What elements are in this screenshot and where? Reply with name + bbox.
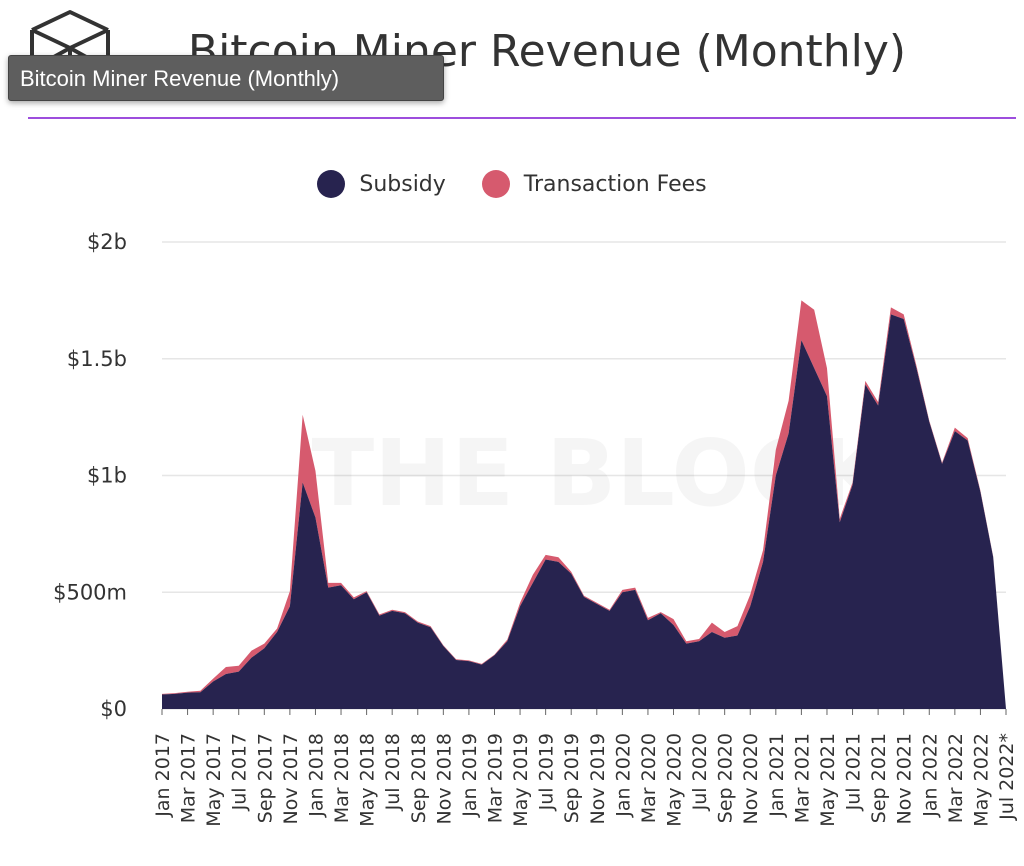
x-tick-label: Mar 2017 (178, 733, 200, 823)
x-tick-label: Jan 2017 (152, 733, 174, 818)
x-tick-label: Sep 2021 (868, 733, 890, 823)
y-tick-label: $2b (87, 230, 127, 254)
x-tick-label: Sep 2020 (715, 733, 737, 823)
x-tick-label: Jul 2021 (843, 733, 865, 811)
title-tooltip: Bitcoin Miner Revenue (Monthly) (8, 55, 444, 101)
x-tick-label: May 2020 (664, 733, 686, 827)
x-tick-label: May 2017 (203, 733, 225, 827)
x-tick-label: May 2021 (817, 733, 839, 827)
x-axis-ticks: Jan 2017 Mar 2017 May 2017 Jul 2017 Sep 2017… (152, 709, 1018, 827)
x-tick-label: Nov 2017 (280, 733, 302, 824)
x-tick-label: Mar 2022 (945, 733, 967, 823)
x-tick-label: Nov 2019 (587, 733, 609, 824)
legend-label-subsidy: Subsidy (359, 171, 446, 197)
legend-label-transaction-fees: Transaction Fees (523, 171, 707, 197)
x-tick-label: Sep 2017 (254, 733, 276, 823)
y-tick-label: $500m (53, 580, 127, 604)
legend-item-subsidy[interactable]: Subsidy (317, 170, 446, 198)
x-tick-label: Mar 2021 (791, 733, 813, 823)
x-tick-label: Nov 2021 (894, 733, 916, 824)
x-tick-label: Jan 2021 (766, 733, 788, 818)
x-tick-label: Mar 2020 (638, 733, 660, 823)
x-tick-label: Nov 2018 (433, 733, 455, 824)
x-tick-label: May 2019 (510, 733, 532, 827)
x-tick-label: Jan 2019 (459, 733, 481, 818)
legend-swatch-transaction-fees (481, 170, 510, 198)
x-tick-label: Mar 2019 (484, 733, 506, 823)
y-axis-ticks: $0 $500m $1b $1.5b $2b (53, 230, 127, 721)
legend: Subsidy Transaction Fees (0, 170, 1024, 198)
legend-swatch-subsidy (317, 170, 346, 198)
x-tick-label: Jul 2022* (996, 733, 1018, 821)
title-divider (28, 117, 1016, 119)
subsidy-area[interactable] (162, 314, 1006, 709)
y-tick-label: $1b (87, 464, 127, 488)
x-tick-label: Nov 2020 (740, 733, 762, 824)
legend-item-transaction-fees[interactable]: Transaction Fees (481, 170, 707, 198)
x-tick-label: Jan 2020 (612, 733, 634, 818)
x-tick-label: May 2018 (357, 733, 379, 827)
x-tick-label: Jul 2018 (382, 733, 404, 811)
y-tick-label: $0 (100, 697, 127, 721)
y-tick-label: $1.5b (67, 347, 127, 371)
x-tick-label: Jul 2019 (536, 733, 558, 811)
x-tick-label: Jan 2018 (305, 733, 327, 818)
series-areas (162, 300, 1006, 709)
x-tick-label: Sep 2018 (408, 733, 430, 823)
x-tick-label: Jul 2017 (229, 733, 251, 811)
x-tick-label: May 2022 (970, 733, 992, 827)
x-tick-label: Jan 2022 (919, 733, 941, 818)
x-tick-label: Sep 2019 (561, 733, 583, 823)
x-tick-label: Mar 2018 (331, 733, 353, 823)
x-tick-label: Jul 2020 (689, 733, 711, 811)
